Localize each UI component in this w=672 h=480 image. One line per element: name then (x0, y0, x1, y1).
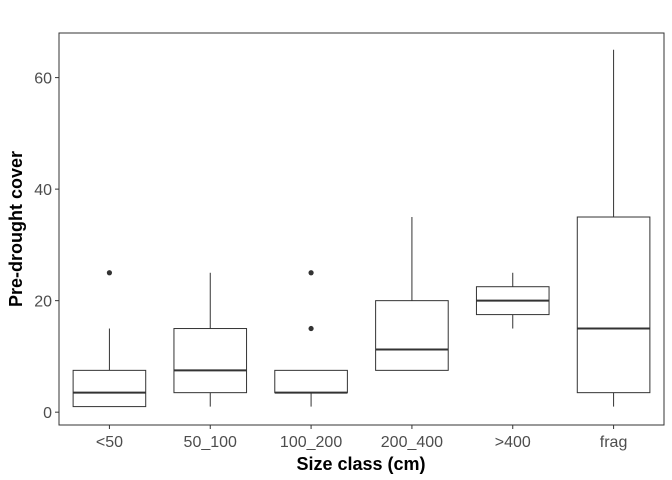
x-tick-label: >400 (495, 434, 531, 451)
plot-panel (58, 32, 665, 426)
box-iqr (375, 300, 449, 371)
box-iqr (576, 216, 651, 394)
box-iqr (72, 369, 147, 408)
boxes-layer (72, 49, 651, 408)
box-3 (375, 217, 449, 371)
x-tick-label: 100_200 (280, 434, 342, 451)
box-0 (72, 270, 147, 408)
outlier-point (106, 270, 113, 276)
box-iqr (173, 328, 248, 394)
box-4 (475, 272, 550, 329)
outlier-point (308, 270, 314, 276)
y-axis-ticks: 0 20 40 60 (34, 71, 59, 422)
x-axis-title: Size class (cm) (296, 454, 425, 474)
outlier-point (308, 325, 314, 332)
box-2 (274, 270, 348, 407)
box-5 (576, 49, 651, 407)
y-axis-title: Pre-drought cover (6, 151, 26, 307)
y-tick-label: 60 (34, 71, 52, 88)
x-tick-label: 50_100 (184, 434, 237, 451)
y-tick-label: 0 (43, 405, 52, 422)
x-tick-label: frag (600, 434, 628, 451)
box-1 (173, 272, 248, 407)
x-axis-ticks: <50 50_100 100_200 200_400 >400 frag (96, 425, 628, 451)
box-iqr (274, 369, 348, 394)
x-tick-label: 200_400 (381, 434, 443, 451)
x-tick-label: <50 (96, 434, 123, 451)
y-tick-label: 20 (34, 294, 52, 311)
y-tick-label: 40 (34, 182, 52, 199)
